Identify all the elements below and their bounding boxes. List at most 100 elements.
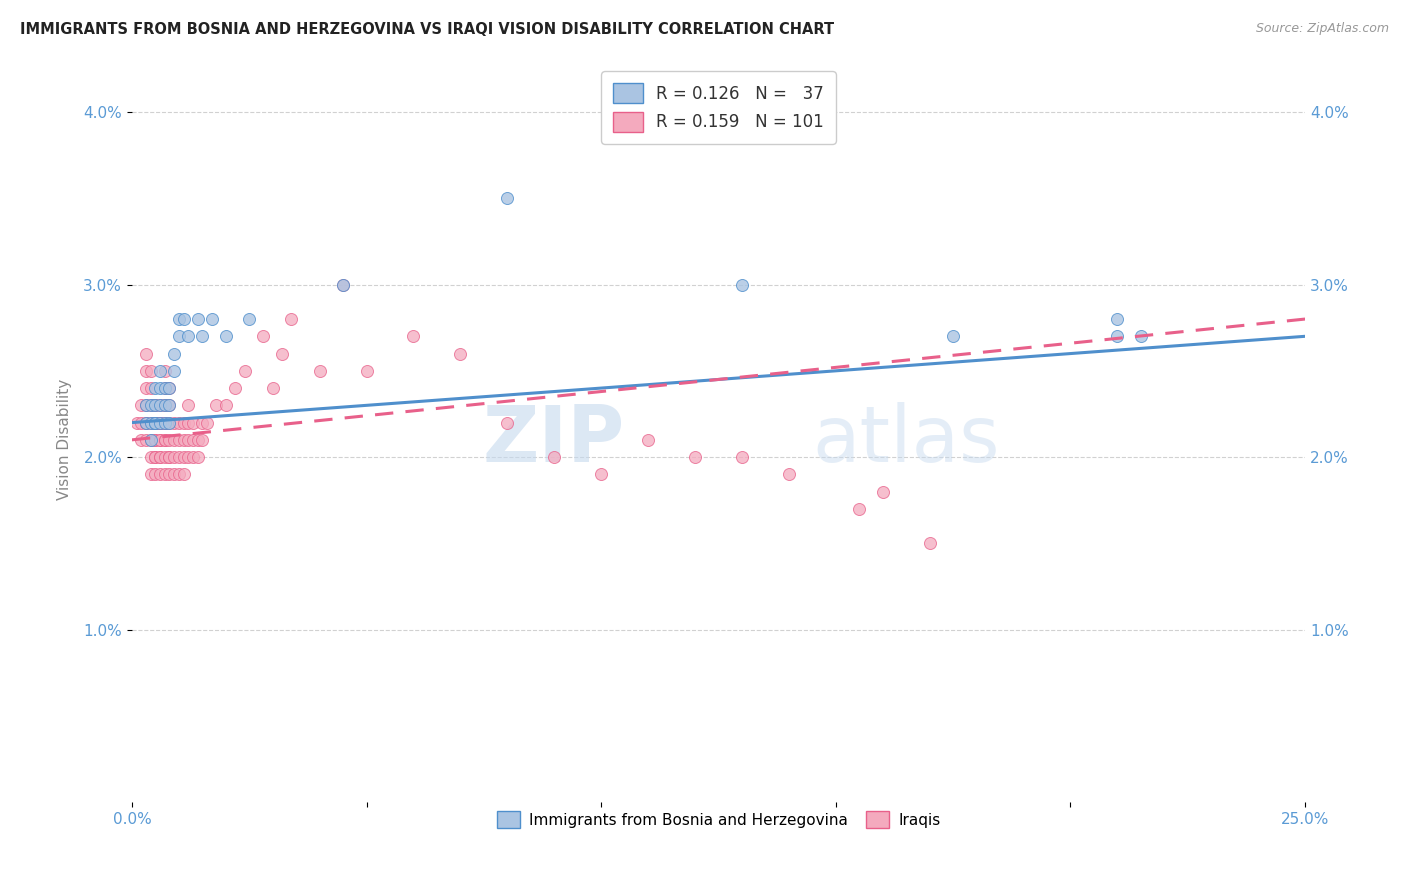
Point <box>731 277 754 292</box>
Point <box>848 501 870 516</box>
Point <box>224 381 246 395</box>
Point <box>143 416 166 430</box>
Point <box>149 416 172 430</box>
Point <box>143 416 166 430</box>
Point <box>149 416 172 430</box>
Point <box>201 312 224 326</box>
Point <box>167 450 190 464</box>
Point <box>135 416 157 430</box>
Point <box>543 450 565 464</box>
Point <box>135 416 157 430</box>
Point <box>159 433 181 447</box>
Point <box>262 381 284 395</box>
Point <box>159 416 181 430</box>
Point <box>153 467 176 482</box>
Point <box>449 346 471 360</box>
Point <box>143 398 166 412</box>
Point <box>159 450 181 464</box>
Point <box>149 364 172 378</box>
Point <box>187 450 209 464</box>
Point <box>308 364 330 378</box>
Point <box>942 329 965 343</box>
Point <box>149 381 172 395</box>
Point <box>153 381 176 395</box>
Point <box>139 398 162 412</box>
Point <box>271 346 294 360</box>
Point <box>637 433 659 447</box>
Point <box>143 433 166 447</box>
Point <box>163 364 186 378</box>
Point <box>181 416 204 430</box>
Text: atlas: atlas <box>813 402 1000 478</box>
Point <box>918 536 941 550</box>
Point <box>356 364 378 378</box>
Point <box>163 433 186 447</box>
Point <box>252 329 274 343</box>
Point <box>191 416 214 430</box>
Point <box>181 450 204 464</box>
Point <box>135 381 157 395</box>
Point <box>778 467 800 482</box>
Point <box>135 433 157 447</box>
Text: IMMIGRANTS FROM BOSNIA AND HERZEGOVINA VS IRAQI VISION DISABILITY CORRELATION CH: IMMIGRANTS FROM BOSNIA AND HERZEGOVINA V… <box>20 22 834 37</box>
Point <box>149 416 172 430</box>
Point <box>177 329 200 343</box>
Point <box>173 416 195 430</box>
Point <box>139 416 162 430</box>
Point <box>149 433 172 447</box>
Point <box>159 381 181 395</box>
Point <box>159 381 181 395</box>
Point <box>129 416 152 430</box>
Point <box>167 312 190 326</box>
Point <box>149 467 172 482</box>
Point <box>143 450 166 464</box>
Point <box>139 364 162 378</box>
Point <box>173 450 195 464</box>
Point <box>125 416 148 430</box>
Point <box>159 398 181 412</box>
Point <box>153 398 176 412</box>
Point <box>143 450 166 464</box>
Point <box>159 450 181 464</box>
Point <box>163 346 186 360</box>
Point <box>1107 329 1129 343</box>
Point <box>173 467 195 482</box>
Point <box>139 467 162 482</box>
Point <box>149 450 172 464</box>
Point <box>153 398 176 412</box>
Point <box>167 329 190 343</box>
Point <box>159 416 181 430</box>
Point <box>683 450 706 464</box>
Point <box>143 398 166 412</box>
Point <box>177 433 200 447</box>
Point <box>139 433 162 447</box>
Point <box>129 433 152 447</box>
Point <box>177 398 200 412</box>
Point <box>191 433 214 447</box>
Point <box>135 416 157 430</box>
Point <box>215 329 238 343</box>
Point <box>167 433 190 447</box>
Point <box>153 381 176 395</box>
Point <box>153 398 176 412</box>
Point <box>163 450 186 464</box>
Point <box>181 433 204 447</box>
Point <box>177 450 200 464</box>
Y-axis label: Vision Disability: Vision Disability <box>58 379 72 500</box>
Point <box>143 467 166 482</box>
Point <box>187 312 209 326</box>
Point <box>139 398 162 412</box>
Point <box>731 450 754 464</box>
Point <box>135 398 157 412</box>
Point <box>135 398 157 412</box>
Text: Source: ZipAtlas.com: Source: ZipAtlas.com <box>1256 22 1389 36</box>
Point <box>139 433 162 447</box>
Point <box>872 484 894 499</box>
Point <box>591 467 613 482</box>
Point <box>135 346 157 360</box>
Point <box>149 433 172 447</box>
Point <box>1107 312 1129 326</box>
Point <box>177 416 200 430</box>
Point <box>167 467 190 482</box>
Point <box>195 416 218 430</box>
